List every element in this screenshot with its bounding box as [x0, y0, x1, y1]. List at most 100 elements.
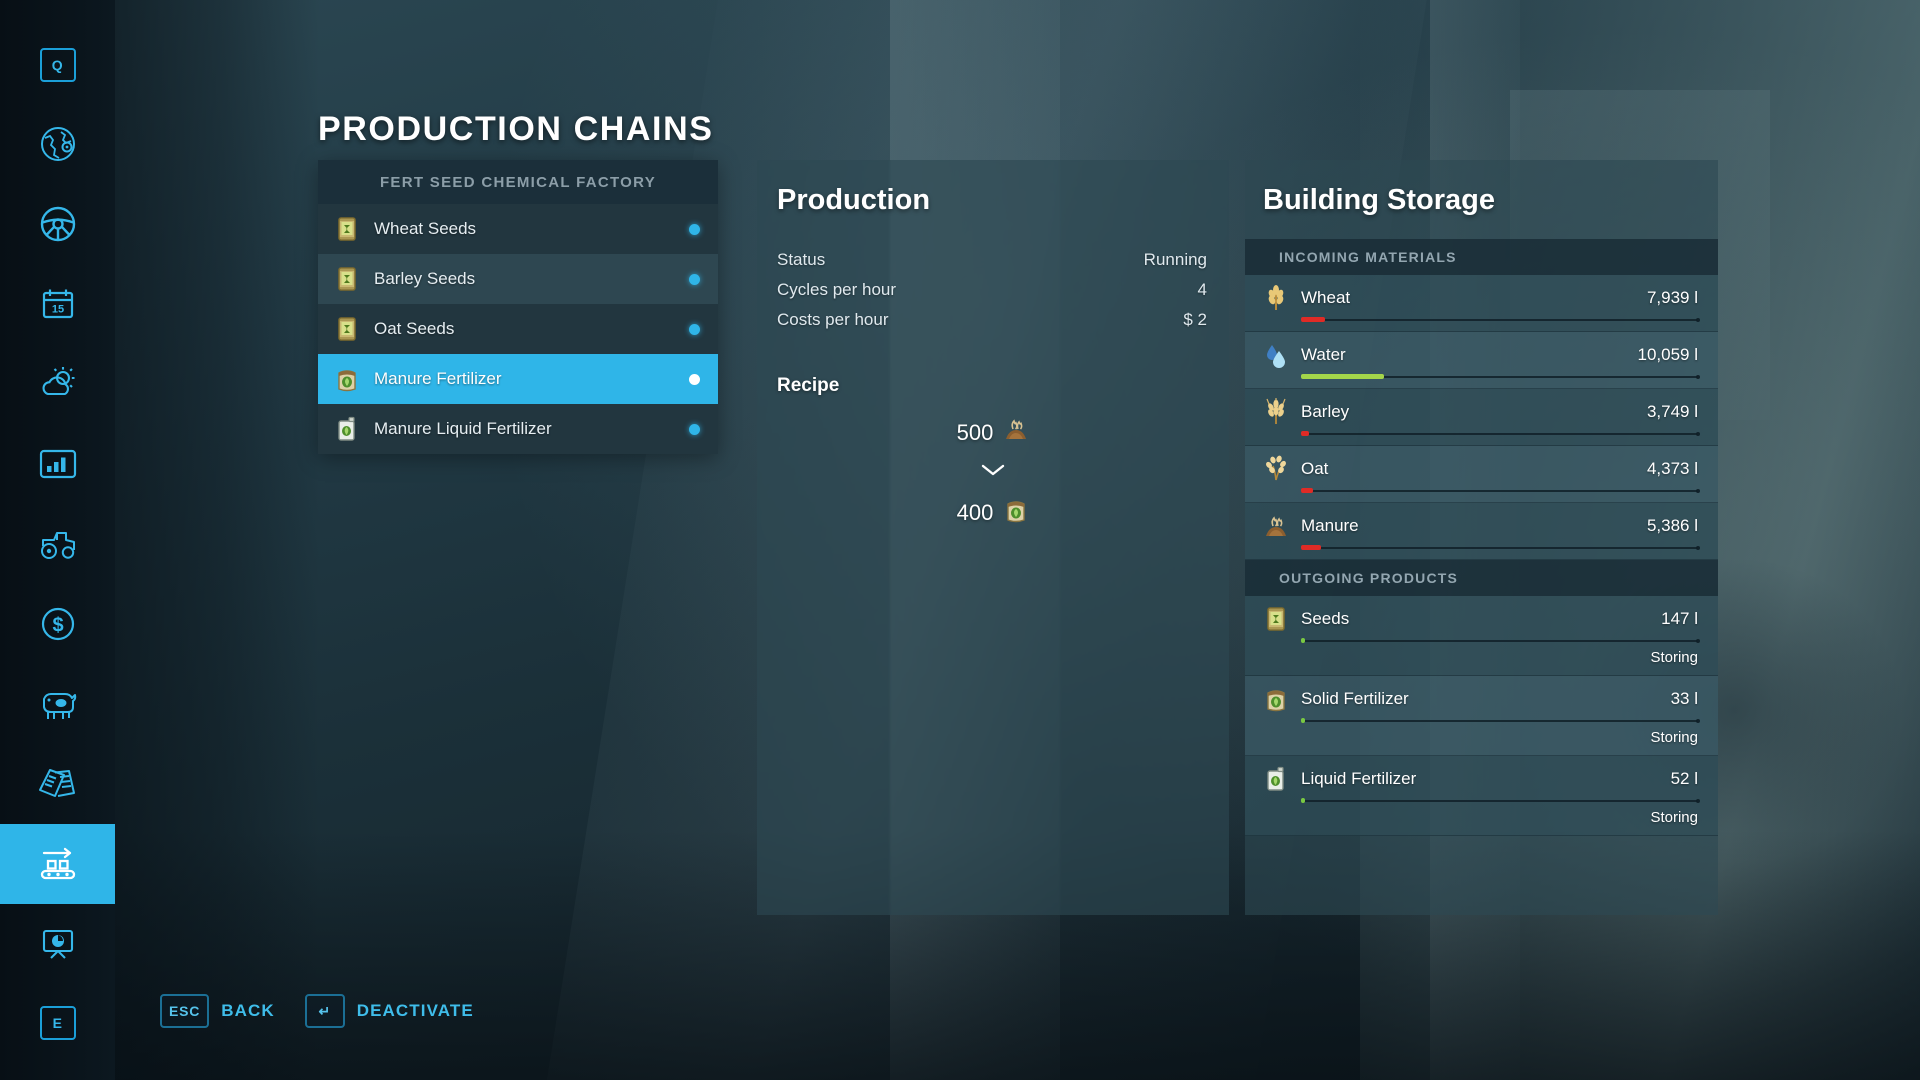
- storage-row-oat: Oat 4,373 l: [1245, 446, 1718, 503]
- main-sidebar: Q: [0, 0, 115, 1080]
- storage-name: Solid Fertilizer: [1301, 689, 1409, 708]
- chain-list-header: FERT SEED CHEMICAL FACTORY: [318, 160, 718, 204]
- fill-bar-track: [1301, 374, 1700, 379]
- sidebar-item-statistics[interactable]: [0, 424, 115, 504]
- sidebar-item-contracts[interactable]: [0, 744, 115, 824]
- key-q-icon: Q: [39, 48, 76, 82]
- sidebar-item-animals[interactable]: [0, 664, 115, 744]
- seed-bag-icon: [334, 215, 360, 243]
- chart-icon: [36, 444, 80, 484]
- storage-name: Manure: [1301, 516, 1359, 535]
- fertilizer-bag-icon: [1003, 496, 1029, 530]
- presentation-icon: [37, 924, 79, 964]
- storage-value: 147 l: [1661, 609, 1698, 628]
- list-item-label: Barley Seeds: [374, 269, 476, 288]
- key-hint-bar: ESC BACK ↵ DEACTIVATE: [160, 994, 474, 1028]
- fill-bar-fill: [1301, 638, 1305, 643]
- recipe-diagram: 500 400: [757, 417, 1229, 530]
- fertilizer-bag-icon: [1263, 685, 1289, 713]
- recipe-output: 400: [957, 496, 1030, 530]
- production-panel: Production Status Running Cycles per hou…: [757, 160, 1229, 915]
- fill-bar: [1301, 317, 1700, 322]
- storage-row-barley: Barley 3,749 l: [1245, 389, 1718, 446]
- storage-value: 7,939 l: [1646, 288, 1698, 307]
- enter-key-icon: ↵: [304, 994, 345, 1028]
- storage-value: 5,386 l: [1646, 516, 1698, 535]
- calendar-icon: 15: [37, 283, 79, 325]
- status-dot: [689, 323, 700, 335]
- fill-bar-fill: [1301, 317, 1325, 322]
- fill-bar-track: [1301, 718, 1700, 723]
- sidebar-item-map-overview[interactable]: [0, 104, 115, 184]
- back-label: BACK: [221, 1001, 275, 1020]
- list-item[interactable]: Wheat Seeds: [318, 204, 718, 254]
- storage-row-manure: Manure 5,386 l: [1245, 503, 1718, 560]
- sidebar-item-help-key-q[interactable]: Q: [0, 26, 115, 104]
- list-item[interactable]: Barley Seeds: [318, 254, 718, 304]
- fill-bar-track: [1301, 638, 1700, 643]
- fill-bar-fill: [1301, 374, 1385, 379]
- weather-icon: [36, 363, 80, 405]
- fill-bar: [1301, 374, 1700, 379]
- svg-text:$: $: [52, 615, 63, 637]
- fill-bar-fill: [1301, 488, 1313, 493]
- status-dot: [689, 423, 700, 435]
- status-dot: [689, 373, 700, 385]
- stat-costs-per-hour: Costs per hour $ 2: [777, 305, 1207, 335]
- storage-status: Storing: [1650, 729, 1698, 746]
- cow-icon: [35, 686, 81, 722]
- storage-name: Liquid Fertilizer: [1301, 769, 1417, 788]
- storage-value: 10,059 l: [1637, 345, 1699, 364]
- production-chain-list: FERT SEED CHEMICAL FACTORY Wheat Seeds: [318, 160, 718, 454]
- seed-bag-icon: [334, 265, 360, 293]
- list-item-label: Manure Liquid Fertilizer: [374, 419, 552, 438]
- recipe-input-amount: 500: [956, 420, 994, 445]
- storage-row-water: Water 10,059 l: [1245, 332, 1718, 389]
- sidebar-item-vehicles[interactable]: [0, 184, 115, 264]
- fill-bar-track: [1301, 798, 1700, 803]
- production-stats: Status Running Cycles per hour 4 Costs p…: [757, 245, 1229, 335]
- sidebar-item-production[interactable]: [0, 824, 115, 904]
- storage-status: Storing: [1650, 649, 1698, 666]
- deactivate-label: DEACTIVATE: [356, 1001, 474, 1020]
- stat-label: Cycles per hour: [777, 280, 897, 299]
- liquid-canister-icon: [334, 415, 360, 443]
- sidebar-item-vehicle-list[interactable]: [0, 504, 115, 584]
- oat-icon: [1263, 455, 1289, 483]
- incoming-materials-header: INCOMING MATERIALS: [1245, 239, 1718, 275]
- fill-bar-fill: [1301, 718, 1305, 723]
- fertilizer-bag-icon: [334, 365, 360, 393]
- storage-value: 52 l: [1670, 769, 1698, 788]
- back-button[interactable]: ESC BACK: [160, 994, 275, 1028]
- sidebar-item-presentation[interactable]: [0, 904, 115, 984]
- tractor-icon: [35, 526, 81, 562]
- esc-key-icon: ESC: [160, 994, 210, 1028]
- stat-label: Costs per hour: [777, 310, 889, 329]
- sidebar-item-finances[interactable]: $: [0, 584, 115, 664]
- sidebar-item-calendar[interactable]: 15: [0, 264, 115, 344]
- status-dot: [689, 273, 700, 285]
- fill-bar-track: [1301, 431, 1700, 436]
- list-item[interactable]: Oat Seeds: [318, 304, 718, 354]
- list-item[interactable]: Manure Liquid Fertilizer: [318, 404, 718, 454]
- seed-bag-icon: [334, 315, 360, 343]
- recipe-input: 500: [957, 417, 1030, 449]
- fill-bar-track: [1301, 545, 1700, 550]
- storage-value: 33 l: [1670, 689, 1698, 708]
- fill-bar: [1301, 488, 1700, 493]
- storage-name: Water: [1301, 345, 1346, 364]
- fill-bar-track: [1301, 317, 1700, 322]
- deactivate-button[interactable]: ↵ DEACTIVATE: [304, 994, 474, 1028]
- barley-icon: [1263, 398, 1289, 426]
- list-item-selected[interactable]: Manure Fertilizer: [318, 354, 718, 404]
- steering-wheel-icon: [36, 202, 80, 246]
- storage-row-solid-fertilizer: Solid Fertilizer 33 l Storing: [1245, 676, 1718, 756]
- fill-bar: [1301, 718, 1700, 723]
- sidebar-item-weather[interactable]: [0, 344, 115, 424]
- fill-bar-fill: [1301, 798, 1305, 803]
- sidebar-item-menu-key-e[interactable]: E: [0, 984, 115, 1062]
- fill-bar: [1301, 431, 1700, 436]
- fill-bar-track: [1301, 488, 1700, 493]
- stat-value: 4: [1197, 280, 1207, 299]
